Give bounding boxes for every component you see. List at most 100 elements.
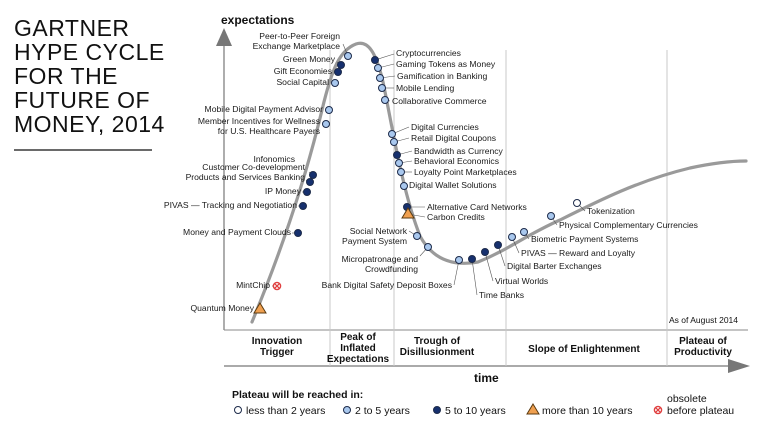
technology-marker-light-icon [520,228,528,236]
legend-label: more than 10 years [542,405,632,417]
technology-label: Green Money [283,54,336,64]
technology-label: Member Incentives for Wellness for U.S. H… [198,116,320,136]
technology-label: MintChip [236,280,270,290]
legend-item-light: 2 to 5 years [343,405,410,417]
technology-marker-light-icon [344,52,352,60]
technology-green-money: Green Money [283,54,345,69]
technology-gift-economies: Gift Economies [274,66,342,76]
technology-label: Mobile Lending [396,83,455,93]
technology-money-and-payment-clouds: Money and Payment Clouds [183,227,302,237]
technology-tokenization: Tokenization [573,199,635,216]
legend-dark-icon [433,406,441,414]
technology-label: Loyalty Point Marketplaces [414,167,517,177]
technology-marker-white-icon [573,199,581,207]
technology-marker-light-icon [508,233,516,241]
technology-label: Social Capital [276,77,329,87]
leader-line [453,259,460,286]
technology-label: Bandwidth as Currency [414,146,504,156]
technology-label: Retail Digital Coupons [411,133,496,143]
y-axis-arrow-icon [216,28,232,46]
technology-mobile-lending: Mobile Lending [378,83,455,93]
technology-marker-light-icon [374,64,382,72]
title-line: GARTNER [14,15,130,41]
legend-title: Plateau will be reached in: [232,389,363,401]
technology-marker-obsolete-icon [272,281,282,291]
technology-marker-dark-icon [299,202,307,210]
technology-marker-dark-icon [481,248,489,256]
technology-label: Tokenization [587,206,635,216]
legend: Plateau will be reached in: less than 2 y… [232,389,734,417]
technology-label: PIVAS — Reward and Loyalty [521,248,636,258]
technology-label: Infonomics [253,154,295,164]
technology-marker-dark-icon [303,188,311,196]
phase-label-trough-of-disillusionment: Trough of Disillusionment [400,336,475,358]
title-line: HYPE CYCLE [14,39,165,65]
technology-label: Time Banks [479,290,524,300]
leader-line [484,251,494,282]
legend-light-icon [343,406,351,414]
technology-time-banks: Time Banks [468,255,524,300]
technology-label: Gift Economies [274,66,332,76]
technology-label: Digital Wallet Solutions [409,180,497,190]
technology-pivas-tracking-and-negotiation: PIVAS — Tracking and Negotiation [164,200,307,210]
technology-marker-light-icon [322,120,330,128]
technology-marker-light-icon [376,74,384,82]
technology-marker-dark-icon [468,255,476,263]
technology-label: IP Money [265,186,302,196]
technology-marker-light-icon [455,256,463,264]
technology-marker-light-icon [424,243,432,251]
technology-list: Quantum Money MintChip Money and Payment C… [164,31,698,314]
phase-label-innovation-trigger: Innovation Trigger [252,336,303,358]
technology-bandwidth-as-currency: Bandwidth as Currency [393,146,504,159]
technology-collaborative-commerce: Collaborative Commerce [381,96,487,106]
y-axis-label: expectations [221,13,295,27]
leader-line [471,258,478,296]
technology-label: Bank Digital Safety Deposit Boxes [322,280,452,290]
technology-digital-wallet-solutions: Digital Wallet Solutions [400,180,497,190]
technology-marker-light-icon [400,182,408,190]
technology-marker-dark-icon [309,171,317,179]
technology-gaming-tokens-as-money: Gaming Tokens as Money [374,59,496,72]
legend-item-obsolete: obsolete before plateau [653,393,734,417]
technology-marker-dark-icon [494,241,502,249]
technology-pivas-reward-and-loyalty: PIVAS — Reward and Loyalty [508,233,636,258]
legend-label: obsolete before plateau [667,393,734,417]
technology-loyalty-point-marketplaces: Loyalty Point Marketplaces [397,167,517,177]
technology-member-incentives-for-wellness-for-u-s-healthcare-payers: Member Incentives for Wellness for U.S. H… [198,116,330,136]
technology-marker-light-icon [395,159,403,167]
technology-label: Social Network Payment System [342,226,408,246]
legend-label: 2 to 5 years [355,405,410,417]
technology-marker-triangle-icon [401,207,415,219]
technology-digital-barter-exchanges: Digital Barter Exchanges [494,241,602,271]
technology-quantum-money: Quantum Money [190,302,267,314]
legend-item-triangle: more than 10 years [526,403,632,417]
technology-customer-co-development-products-and-services-banking: Customer Co-development Products and Serv… [186,162,314,186]
technology-label: Quantum Money [190,303,254,313]
technology-marker-light-icon [397,168,405,176]
phase-label-slope-of-enlightenment: Slope of Enlightenment [528,344,640,355]
technology-label: Peer-to-Peer Foreign Exchange Marketplace [253,31,341,51]
technology-ip-money: IP Money [265,186,311,196]
technology-marker-light-icon [547,212,555,220]
technology-mobile-digital-payment-advisor: Mobile Digital Payment Advisor [205,104,333,114]
technology-label: Physical Complementary Currencies [559,220,698,230]
as-of-date: As of August 2014 [669,315,738,325]
technology-label: Digital Currencies [411,122,479,132]
legend-label: 5 to 10 years [445,405,506,417]
technology-marker-dark-icon [337,61,345,69]
technology-label: Carbon Credits [427,212,485,222]
title-line: FOR THE [14,63,118,89]
technology-peer-to-peer-foreign-exchange-marketplace: Peer-to-Peer Foreign Exchange Marketplace [253,31,352,60]
technology-marker-light-icon [413,232,421,240]
legend-item-dark: 5 to 10 years [433,405,506,417]
technology-label: Micropatronage and Crowdfunding [342,254,419,274]
technology-behavioral-economics: Behavioral Economics [395,156,499,167]
technology-label: Mobile Digital Payment Advisor [205,104,324,114]
title-line: FUTURE OF [14,87,150,113]
legend-obsolete-icon [653,405,663,415]
technology-label: PIVAS — Tracking and Negotiation [164,200,297,210]
technology-social-capital: Social Capital [276,77,339,87]
